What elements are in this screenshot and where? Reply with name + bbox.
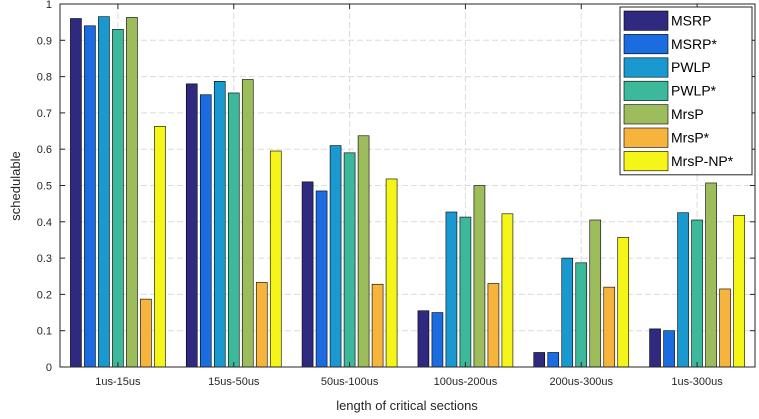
bar [112,29,124,368]
bar [487,283,500,368]
legend-label: MSRP* [671,36,717,52]
legend-label: MrsP [671,106,704,122]
legend: MSRP MSRP* PWLP PWLP* MrsP MrsP* MrsP-NP* [619,6,753,176]
bar [84,25,96,368]
x-tick-label: 1us-15us [95,376,141,388]
bar [140,298,152,368]
bar [70,18,82,368]
legend-swatch [623,10,669,31]
y-tick-label: 0.3 [37,253,52,265]
legend-swatch [623,151,669,172]
legend-swatch [623,127,669,148]
x-tick-label: 200us-300us [549,376,613,388]
x-axis-ticks: 1us-15us 15us-50us 50us-100us 100us-200us 20… [95,4,723,388]
bar [185,83,198,368]
legend-label: MrsP* [671,129,710,145]
bar [315,190,328,368]
legend-swatch [623,34,669,55]
bar [445,211,458,368]
y-tick-label: 0 [46,362,52,374]
bar [385,178,398,368]
bar [617,237,630,368]
bar [533,352,546,368]
y-tick-label: 0.7 [37,108,52,120]
legend-swatch [623,104,669,125]
y-tick-label: 0.5 [37,181,52,193]
y-axis-title: schedulable [8,151,23,220]
bar [199,94,212,368]
bar [154,126,166,368]
legend-label: PWLP [671,59,711,75]
bar [733,214,745,368]
bar [547,352,560,368]
bar [269,150,282,368]
y-tick-label: 0.2 [37,289,52,301]
y-tick-label: 0.9 [37,35,52,47]
bar [301,181,314,368]
bar [663,330,675,368]
x-tick-label: 15us-50us [208,376,260,388]
bar [371,283,384,368]
bar [603,286,616,368]
bar [98,16,110,368]
y-tick-label: 0.6 [37,144,52,156]
bar [459,216,472,368]
y-tick-label: 0.1 [37,326,52,338]
legend-label: MSRP [671,12,711,28]
legend-label: MrsP-NP* [671,153,734,169]
bar [255,282,268,368]
bar [431,312,444,368]
bar [126,17,138,368]
bar [575,262,588,368]
bar [473,185,486,368]
x-tick-label: 100us-200us [434,376,498,388]
bar [417,310,430,368]
bar [213,81,226,368]
y-tick-label: 0.8 [37,72,52,84]
legend-label: PWLP* [671,83,717,99]
bar [227,92,240,368]
x-tick-label: 1us-300us [671,376,723,388]
x-tick-label: 50us-100us [321,376,379,388]
bars [70,16,745,368]
bar [691,219,703,368]
bar [329,145,342,368]
bar [719,288,731,368]
bar [649,328,661,368]
y-tick-label: 0.4 [37,217,52,229]
bar [677,212,689,368]
bar [705,182,717,368]
y-tick-label: 1 [46,0,52,11]
bar [357,135,370,368]
y-axis-ticks: 0 0.1 0.2 0.3 0.4 0.5 0.6 0.7 0.8 0.9 1 [37,0,755,374]
bar [501,213,514,368]
bar [589,219,602,368]
bar [241,79,254,368]
legend-swatch [623,80,669,101]
bar [561,257,574,368]
x-axis-title: length of critical sections [336,398,478,413]
bar [343,152,356,368]
legend-swatch [623,57,669,78]
